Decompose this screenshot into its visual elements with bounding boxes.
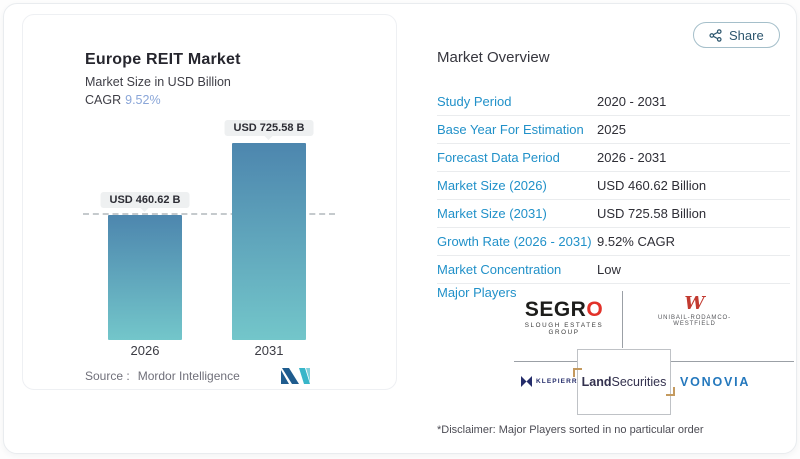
players-vertical-divider xyxy=(622,291,623,348)
klepierre-logo: KLEPIERRE xyxy=(521,376,583,387)
source-label: Source : xyxy=(85,369,130,383)
segro-subtitle: SLOUGH ESTATES GROUP xyxy=(524,322,604,336)
segro-wordmark: SEGRO xyxy=(524,298,604,321)
table-row: Study Period 2020 - 2031 xyxy=(437,88,790,116)
row-label: Base Year For Estimation xyxy=(437,122,584,137)
landsecurities-wordmark: LandSecurities xyxy=(572,368,676,396)
bar-value-label: USD 460.62 B xyxy=(100,192,190,208)
row-value: 2020 - 2031 xyxy=(597,94,667,109)
klepierre-k-icon xyxy=(521,376,532,387)
cagr-value: 9.52% xyxy=(125,93,161,107)
table-row: Base Year For Estimation 2025 xyxy=(437,116,790,144)
row-label: Market Concentration xyxy=(437,262,562,277)
row-value: USD 725.58 Billion xyxy=(597,206,707,221)
gold-corner-icon xyxy=(572,368,582,377)
row-value: 2026 - 2031 xyxy=(597,150,667,165)
chart-bar xyxy=(108,215,182,340)
row-label: Market Size (2026) xyxy=(437,178,547,193)
x-axis-label: 2026 xyxy=(130,343,160,358)
row-label: Growth Rate (2026 - 2031) xyxy=(437,234,592,249)
cagr-label: CAGR xyxy=(85,93,122,107)
share-button[interactable]: Share xyxy=(693,22,780,48)
unibail-wordmark: UNIBAIL-RODAMCO-WESTFIELD xyxy=(657,315,732,327)
gold-corner-icon xyxy=(666,387,676,396)
table-row: Market Concentration Low xyxy=(437,256,790,284)
table-row: Market Size (2031) USD 725.58 Billion xyxy=(437,200,790,228)
source-attribution: Source : Mordor Intelligence xyxy=(85,369,240,383)
chart-title: Europe REIT Market xyxy=(85,51,241,68)
overview-title: Market Overview xyxy=(437,49,550,66)
chart-bar xyxy=(232,143,306,340)
row-value: USD 460.62 Billion xyxy=(597,178,707,193)
westfield-w-icon: W xyxy=(684,293,705,314)
klepierre-wordmark: KLEPIERRE xyxy=(536,378,584,385)
x-axis-label: 2031 xyxy=(254,343,284,358)
market-overview-table: Study Period 2020 - 2031 Base Year For E… xyxy=(437,88,790,284)
share-icon xyxy=(709,28,722,42)
row-label: Market Size (2031) xyxy=(437,206,547,221)
share-button-label: Share xyxy=(729,27,764,43)
row-label: Forecast Data Period xyxy=(437,150,560,165)
table-row: Forecast Data Period 2026 - 2031 xyxy=(437,144,790,172)
row-label: Study Period xyxy=(437,94,512,109)
major-players-label: Major Players xyxy=(437,285,517,300)
unibail-rodamco-westfield-logo: W UNIBAIL-RODAMCO-WESTFIELD xyxy=(642,293,747,328)
chart-panel: Europe REIT Market Market Size in USD Bi… xyxy=(22,14,397,390)
row-value: 2025 xyxy=(597,122,626,137)
mordor-intelligence-logo-icon xyxy=(281,368,310,384)
segro-logo: SEGRO SLOUGH ESTATES GROUP xyxy=(524,299,604,336)
table-row: Market Size (2026) USD 460.62 Billion xyxy=(437,172,790,200)
landsecurities-logo: LandSecurities xyxy=(572,349,676,415)
bar-value-label: USD 725.58 B xyxy=(224,120,314,136)
disclaimer-text: *Disclaimer: Major Players sorted in no … xyxy=(437,424,704,436)
row-value: Low xyxy=(597,262,621,277)
chart-cagr: CAGR 9.52% xyxy=(85,93,161,107)
reference-dashed-line xyxy=(83,213,335,215)
chart-subtitle: Market Size in USD Billion xyxy=(85,75,231,89)
row-value: 9.52% CAGR xyxy=(597,234,676,249)
report-card: Share Europe REIT Market Market Size in … xyxy=(3,3,797,454)
vonovia-logo: VONOVIA xyxy=(680,375,751,389)
source-name: Mordor Intelligence xyxy=(137,369,240,383)
table-row: Growth Rate (2026 - 2031) 9.52% CAGR xyxy=(437,228,790,256)
